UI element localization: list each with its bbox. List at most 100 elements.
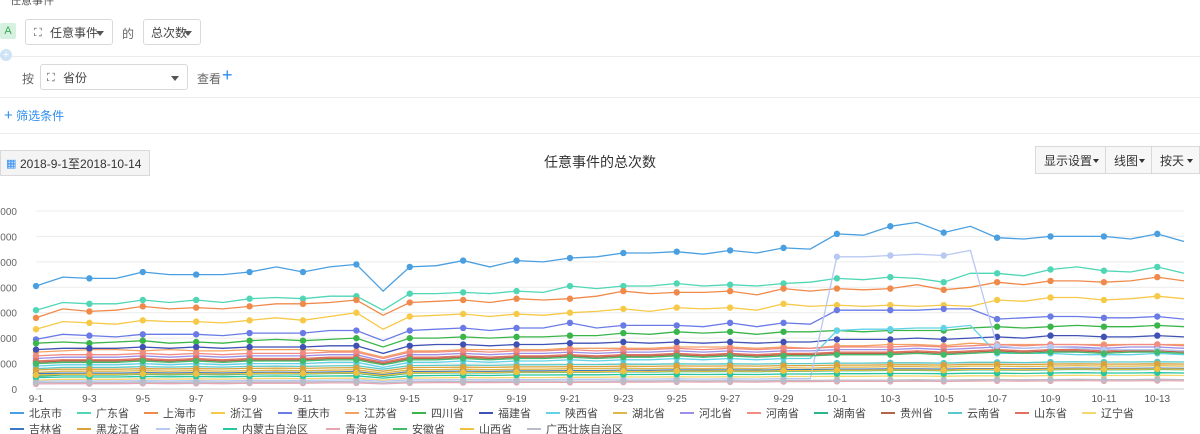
series-line <box>35 334 1185 355</box>
data-point <box>1154 348 1161 356</box>
data-point <box>1100 267 1108 274</box>
data-point <box>299 378 307 386</box>
event-select[interactable]: ⛶ 任意事件 <box>25 19 113 45</box>
x-tick-label: 9-27 <box>720 394 740 405</box>
add-filter-button[interactable]: + 筛选条件 <box>4 107 64 124</box>
data-point <box>1154 230 1161 238</box>
data-point <box>726 362 734 370</box>
x-tick-label: 10-7 <box>987 394 1007 405</box>
data-point <box>673 304 680 311</box>
groupby-suffix: 查看 <box>197 72 222 86</box>
data-point <box>299 329 307 337</box>
data-point <box>566 368 574 375</box>
data-point <box>192 318 200 325</box>
data-point <box>459 355 467 362</box>
date-range-picker[interactable]: ▦ 2018-9-1至2018-10-14 <box>0 150 150 176</box>
data-point <box>32 340 40 347</box>
event-icon: ⛶ <box>34 27 42 39</box>
filter-label: 筛选条件 <box>16 109 65 123</box>
data-point <box>726 281 734 288</box>
data-point <box>299 370 307 377</box>
data-point <box>887 326 894 333</box>
data-point <box>513 377 520 385</box>
series-line <box>35 374 1185 381</box>
legend-label: 黑龙江省 <box>96 423 140 434</box>
data-point <box>1047 332 1054 339</box>
data-point <box>1154 313 1161 320</box>
series-line <box>35 378 1185 384</box>
data-point <box>192 378 200 386</box>
data-point <box>780 285 787 292</box>
data-point <box>620 305 627 313</box>
data-point <box>353 348 360 356</box>
data-point <box>940 366 947 374</box>
data-point <box>673 367 680 375</box>
data-point <box>887 361 894 369</box>
granularity-button[interactable]: 按天 <box>1151 146 1200 174</box>
data-point <box>620 346 627 353</box>
x-tick-label: 10-3 <box>880 394 900 405</box>
data-point <box>192 304 200 311</box>
measure-select[interactable]: 总次数 <box>143 19 201 45</box>
data-point <box>86 379 93 386</box>
data-point <box>566 254 574 262</box>
data-point <box>192 350 200 357</box>
data-point <box>673 289 680 296</box>
data-point <box>1154 360 1161 368</box>
chart-type-button[interactable]: 线图 <box>1105 146 1152 174</box>
x-tick-label: 10-11 <box>1091 394 1116 405</box>
data-point <box>1100 296 1108 304</box>
data-point <box>566 340 574 347</box>
series-line <box>35 364 1185 374</box>
display-settings-button[interactable]: 显示设置 <box>1035 146 1106 174</box>
data-point <box>833 230 841 238</box>
series-line <box>35 295 1185 330</box>
groupby-select[interactable]: ⛶ 省份 <box>40 64 188 90</box>
data-point <box>833 361 841 369</box>
legend-label: 上海市 <box>163 406 196 420</box>
data-point <box>139 303 146 310</box>
x-tick-label: 9-21 <box>560 394 580 405</box>
chart-title: 任意事件的总次数 <box>544 154 656 170</box>
data-point <box>459 324 467 332</box>
series-line <box>35 343 1185 360</box>
data-point <box>887 366 894 374</box>
data-point <box>726 287 734 295</box>
chevron-down-icon <box>1187 159 1193 163</box>
data-point <box>673 248 680 255</box>
data-point <box>299 343 307 351</box>
data-point <box>353 356 360 363</box>
x-tick-label: 9-5 <box>136 394 151 405</box>
data-point <box>32 371 40 379</box>
data-point <box>1154 273 1161 281</box>
data-point <box>32 352 40 360</box>
legend-label: 北京市 <box>29 406 62 420</box>
series-line <box>35 221 1185 292</box>
data-point <box>86 345 93 352</box>
data-point <box>192 357 200 365</box>
data-point <box>353 364 360 371</box>
data-point <box>299 268 307 276</box>
data-point <box>246 268 253 276</box>
data-point <box>139 337 146 344</box>
data-point <box>1047 233 1054 240</box>
add-metric-icon[interactable]: + <box>0 49 12 61</box>
data-point <box>887 273 894 281</box>
data-point <box>993 361 1001 368</box>
data-point <box>993 366 1001 373</box>
data-point <box>620 368 627 375</box>
data-point <box>833 351 841 358</box>
measure-select-label: 总次数 <box>151 26 188 40</box>
data-point <box>32 326 40 333</box>
legend-label: 湖北省 <box>632 407 665 420</box>
data-point <box>299 300 307 308</box>
add-groupby-icon[interactable]: + <box>222 65 233 85</box>
data-point <box>780 328 787 335</box>
data-point <box>993 376 1001 383</box>
legend-label: 云南省 <box>967 407 1000 420</box>
data-point <box>86 371 93 378</box>
data-point <box>566 332 574 339</box>
data-point <box>406 290 413 297</box>
x-tick-label: 9-23 <box>613 394 633 405</box>
data-point <box>246 365 253 372</box>
